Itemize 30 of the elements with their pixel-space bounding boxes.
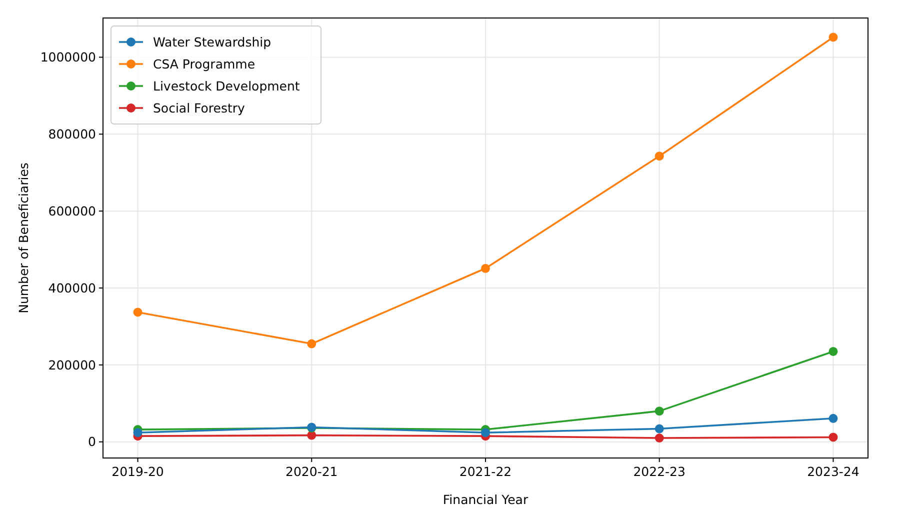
x-tick-label: 2022-23 bbox=[633, 464, 686, 479]
x-tick-label: 2019-20 bbox=[112, 464, 164, 479]
point bbox=[828, 346, 838, 356]
y-tick-label: 400000 bbox=[48, 280, 96, 296]
point bbox=[828, 414, 838, 423]
x-tick-label: 2023-24 bbox=[807, 464, 860, 479]
point bbox=[654, 152, 664, 161]
x-tick-label: 2020-21 bbox=[286, 464, 338, 479]
point bbox=[481, 264, 490, 273]
point bbox=[481, 428, 490, 438]
point bbox=[133, 308, 142, 317]
y-tick-label: 1000000 bbox=[40, 50, 96, 65]
point bbox=[654, 406, 664, 416]
point bbox=[828, 32, 838, 42]
y-tick-label: 200000 bbox=[48, 357, 96, 372]
y-tick-label: 800000 bbox=[48, 126, 96, 142]
point bbox=[133, 428, 142, 438]
y-axis-title: Number of Beneficiaries bbox=[16, 162, 31, 314]
point bbox=[828, 432, 838, 442]
y-tick-label: 600000 bbox=[48, 203, 96, 218]
y-tick-label: 0 bbox=[88, 434, 96, 450]
legend-label: Livestock Development bbox=[153, 78, 300, 94]
legend-label: CSA Programme bbox=[153, 56, 256, 72]
x-axis-title: Financial Year bbox=[442, 492, 529, 507]
x-tick-label: 2021-22 bbox=[459, 464, 512, 479]
point bbox=[654, 424, 664, 434]
point bbox=[654, 434, 664, 442]
point bbox=[307, 339, 316, 348]
legend-label: Water Stewardship bbox=[153, 34, 272, 50]
legend-label: Social Forestry bbox=[153, 100, 246, 116]
